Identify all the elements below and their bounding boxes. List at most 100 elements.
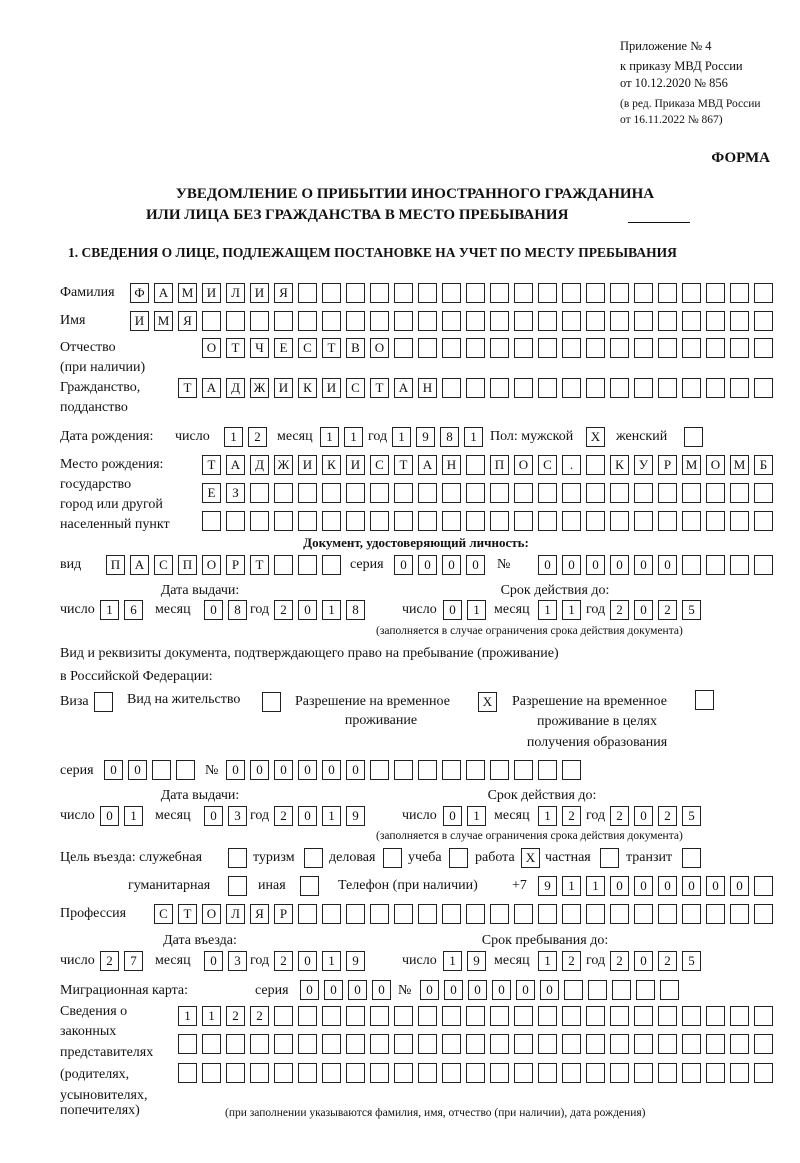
- char-cell[interactable]: [176, 760, 195, 780]
- char-cell[interactable]: [490, 1006, 509, 1026]
- char-cell[interactable]: [274, 311, 293, 331]
- char-cell[interactable]: [586, 1006, 605, 1026]
- char-cell[interactable]: [538, 1034, 557, 1054]
- char-cell[interactable]: [682, 338, 701, 358]
- char-cell[interactable]: 0: [348, 980, 367, 1000]
- char-cell[interactable]: [394, 1006, 413, 1026]
- birthplace-field-row-3[interactable]: [202, 511, 778, 531]
- char-cell[interactable]: Т: [178, 378, 197, 398]
- char-cell[interactable]: 2: [610, 600, 629, 620]
- char-cell[interactable]: 1: [538, 600, 557, 620]
- char-cell[interactable]: [394, 511, 413, 531]
- char-cell[interactable]: [754, 378, 773, 398]
- char-cell[interactable]: 1: [202, 1006, 221, 1026]
- char-cell[interactable]: 2: [274, 806, 293, 826]
- char-cell[interactable]: [658, 311, 677, 331]
- char-cell[interactable]: Е: [202, 483, 221, 503]
- char-cell[interactable]: [514, 338, 533, 358]
- char-cell[interactable]: Ч: [250, 338, 269, 358]
- char-cell[interactable]: [682, 555, 701, 575]
- char-cell[interactable]: А: [226, 455, 245, 475]
- char-cell[interactable]: 1: [443, 951, 462, 971]
- char-cell[interactable]: 0: [634, 600, 653, 620]
- char-cell[interactable]: Т: [226, 338, 245, 358]
- char-cell[interactable]: [538, 1006, 557, 1026]
- char-cell[interactable]: С: [346, 378, 365, 398]
- char-cell[interactable]: [562, 904, 581, 924]
- char-cell[interactable]: [610, 1034, 629, 1054]
- char-cell[interactable]: [610, 283, 629, 303]
- char-cell[interactable]: [610, 311, 629, 331]
- char-cell[interactable]: [466, 1034, 485, 1054]
- char-cell[interactable]: [418, 338, 437, 358]
- char-cell[interactable]: [490, 378, 509, 398]
- visa-checkbox[interactable]: [94, 692, 118, 712]
- char-cell[interactable]: [298, 483, 317, 503]
- char-cell[interactable]: 0: [706, 876, 725, 896]
- char-cell[interactable]: 9: [346, 806, 365, 826]
- char-cell[interactable]: 1: [562, 876, 581, 896]
- char-cell[interactable]: О: [202, 555, 221, 575]
- char-cell[interactable]: Т: [178, 904, 197, 924]
- char-cell[interactable]: О: [202, 338, 221, 358]
- char-cell[interactable]: [178, 1034, 197, 1054]
- char-cell[interactable]: О: [706, 455, 725, 475]
- char-cell[interactable]: 1: [224, 427, 243, 447]
- char-cell[interactable]: 2: [562, 806, 581, 826]
- char-cell[interactable]: 0: [324, 980, 343, 1000]
- char-cell[interactable]: [370, 904, 389, 924]
- char-cell[interactable]: [226, 1034, 245, 1054]
- char-cell[interactable]: 0: [274, 760, 293, 780]
- char-cell[interactable]: [250, 1063, 269, 1083]
- char-cell[interactable]: [394, 904, 413, 924]
- char-cell[interactable]: Р: [658, 455, 677, 475]
- char-cell[interactable]: [730, 378, 749, 398]
- char-cell[interactable]: [514, 511, 533, 531]
- char-cell[interactable]: С: [538, 455, 557, 475]
- char-cell[interactable]: 0: [298, 806, 317, 826]
- char-cell[interactable]: 0: [610, 555, 629, 575]
- char-cell[interactable]: [562, 338, 581, 358]
- char-cell[interactable]: [586, 1034, 605, 1054]
- char-cell[interactable]: В: [346, 338, 365, 358]
- char-cell[interactable]: X: [478, 692, 497, 712]
- char-cell[interactable]: [322, 904, 341, 924]
- char-cell[interactable]: 2: [274, 951, 293, 971]
- char-cell[interactable]: [610, 338, 629, 358]
- char-cell[interactable]: [370, 1034, 389, 1054]
- char-cell[interactable]: [202, 311, 221, 331]
- char-cell[interactable]: [228, 848, 247, 868]
- char-cell[interactable]: [274, 1034, 293, 1054]
- char-cell[interactable]: 1: [467, 806, 486, 826]
- char-cell[interactable]: 0: [586, 555, 605, 575]
- char-cell[interactable]: 1: [464, 427, 483, 447]
- purpose-other-checkbox[interactable]: [300, 876, 324, 896]
- char-cell[interactable]: [250, 1034, 269, 1054]
- char-cell[interactable]: К: [298, 378, 317, 398]
- char-cell[interactable]: [754, 1063, 773, 1083]
- char-cell[interactable]: [300, 876, 319, 896]
- char-cell[interactable]: [442, 904, 461, 924]
- char-cell[interactable]: [418, 483, 437, 503]
- char-cell[interactable]: [682, 378, 701, 398]
- char-cell[interactable]: [706, 378, 725, 398]
- char-cell[interactable]: [658, 1034, 677, 1054]
- char-cell[interactable]: 2: [658, 806, 677, 826]
- char-cell[interactable]: 0: [104, 760, 123, 780]
- char-cell[interactable]: [418, 904, 437, 924]
- char-cell[interactable]: [298, 1063, 317, 1083]
- char-cell[interactable]: [442, 1034, 461, 1054]
- char-cell[interactable]: З: [226, 483, 245, 503]
- char-cell[interactable]: X: [521, 848, 540, 868]
- char-cell[interactable]: [754, 876, 773, 896]
- char-cell[interactable]: М: [682, 455, 701, 475]
